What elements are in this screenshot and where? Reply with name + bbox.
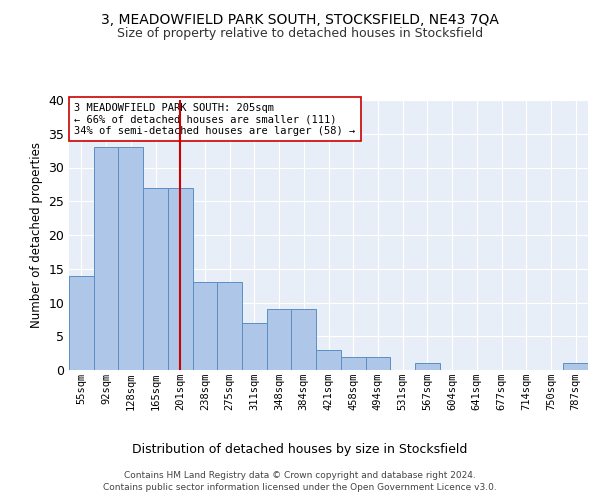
Bar [341,356,365,370]
Text: Size of property relative to detached houses in Stocksfield: Size of property relative to detached ho… [117,28,483,40]
Bar [563,363,588,370]
Bar [94,147,118,370]
Bar [292,309,316,370]
Bar [168,188,193,370]
Bar [118,147,143,370]
Bar [267,309,292,370]
Text: 3 MEADOWFIELD PARK SOUTH: 205sqm
← 66% of detached houses are smaller (111)
34% : 3 MEADOWFIELD PARK SOUTH: 205sqm ← 66% o… [74,102,355,136]
Bar [316,350,341,370]
Text: Distribution of detached houses by size in Stocksfield: Distribution of detached houses by size … [133,442,467,456]
Bar [217,282,242,370]
Bar [193,282,217,370]
Bar [415,363,440,370]
Bar [242,323,267,370]
Bar [69,276,94,370]
Bar [365,356,390,370]
Text: Contains HM Land Registry data © Crown copyright and database right 2024.: Contains HM Land Registry data © Crown c… [124,471,476,480]
Text: 3, MEADOWFIELD PARK SOUTH, STOCKSFIELD, NE43 7QA: 3, MEADOWFIELD PARK SOUTH, STOCKSFIELD, … [101,12,499,26]
Text: Contains public sector information licensed under the Open Government Licence v3: Contains public sector information licen… [103,483,497,492]
Y-axis label: Number of detached properties: Number of detached properties [30,142,43,328]
Bar [143,188,168,370]
